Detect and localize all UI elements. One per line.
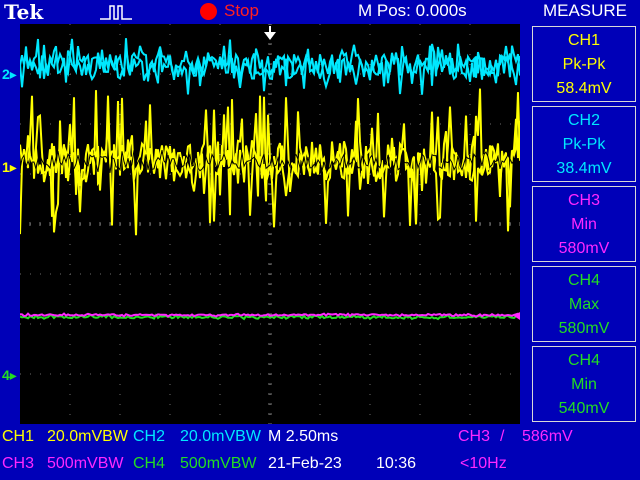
waveform-graticule xyxy=(20,24,520,424)
top-bar: Tek Stop M Pos: 0.000s xyxy=(0,0,530,24)
brand-logo: Tek xyxy=(4,0,44,24)
measure-item-3[interactable]: CH3 Min 580mV xyxy=(532,186,636,262)
measure-source: CH4 xyxy=(567,272,600,289)
measure-value: 580mV xyxy=(558,320,610,337)
measure-source: CH2 xyxy=(567,112,600,129)
stop-indicator-icon xyxy=(200,3,217,20)
ch2-scale: 20.0mVBW xyxy=(180,428,261,445)
trigger-frequency: <10Hz xyxy=(460,455,507,472)
trigger-level: 586mV xyxy=(522,428,573,445)
date: 21-Feb-23 xyxy=(268,455,342,472)
ch3-label: CH3 xyxy=(2,455,35,472)
trigger-pulse-icon xyxy=(100,5,132,20)
measure-value: 58.4mV xyxy=(556,80,612,97)
trigger-slope-icon: / xyxy=(500,428,505,445)
ch1-level-marker[interactable]: 1▸ xyxy=(2,159,17,175)
ch1-label: CH1 xyxy=(2,428,35,445)
status-row-1: CH1 20.0mVBW CH2 20.0mVBW M 2.50ms CH3 /… xyxy=(0,425,640,449)
ch2-label: CH2 xyxy=(133,428,166,445)
measure-source: CH4 xyxy=(567,352,600,369)
measure-panel: MEASURE CH1 Pk-Pk 58.4mV CH2 Pk-Pk 38.4m… xyxy=(530,0,640,430)
ch3-scale: 500mVBW xyxy=(47,455,124,472)
trigger-source: CH3 xyxy=(458,428,491,445)
measure-item-5[interactable]: CH4 Min 540mV xyxy=(532,346,636,422)
status-row-2: CH3 500mVBW CH4 500mVBW 21-Feb-23 10:36 … xyxy=(0,452,640,476)
measure-value: 38.4mV xyxy=(556,160,612,177)
timebase: M 2.50ms xyxy=(268,428,339,445)
measure-value: 540mV xyxy=(558,400,610,417)
measure-type: Max xyxy=(568,296,600,313)
measure-item-4[interactable]: CH4 Max 580mV xyxy=(532,266,636,342)
ch2-level-marker[interactable]: 2▸ xyxy=(2,66,17,82)
measure-type: Pk-Pk xyxy=(562,136,606,153)
acquisition-status: Stop xyxy=(224,1,259,20)
horizontal-position: M Pos: 0.000s xyxy=(358,1,467,20)
measure-title: MEASURE xyxy=(542,1,628,20)
trigger-position-marker xyxy=(264,32,276,40)
measure-source: CH1 xyxy=(567,32,600,49)
measure-source: CH3 xyxy=(567,192,600,209)
measure-type: Min xyxy=(571,376,597,393)
measure-item-1[interactable]: CH1 Pk-Pk 58.4mV xyxy=(532,26,636,102)
measure-item-2[interactable]: CH2 Pk-Pk 38.4mV xyxy=(532,106,636,182)
ch4-scale: 500mVBW xyxy=(180,455,257,472)
ch4-label: CH4 xyxy=(133,455,166,472)
ch4-level-marker[interactable]: 4▸ xyxy=(2,367,17,383)
measure-type: Min xyxy=(571,216,597,233)
measure-value: 580mV xyxy=(558,240,610,257)
time: 10:36 xyxy=(376,455,417,472)
measure-type: Pk-Pk xyxy=(562,56,606,73)
waveform-display[interactable] xyxy=(20,24,520,424)
ch1-scale: 20.0mVBW xyxy=(47,428,128,445)
